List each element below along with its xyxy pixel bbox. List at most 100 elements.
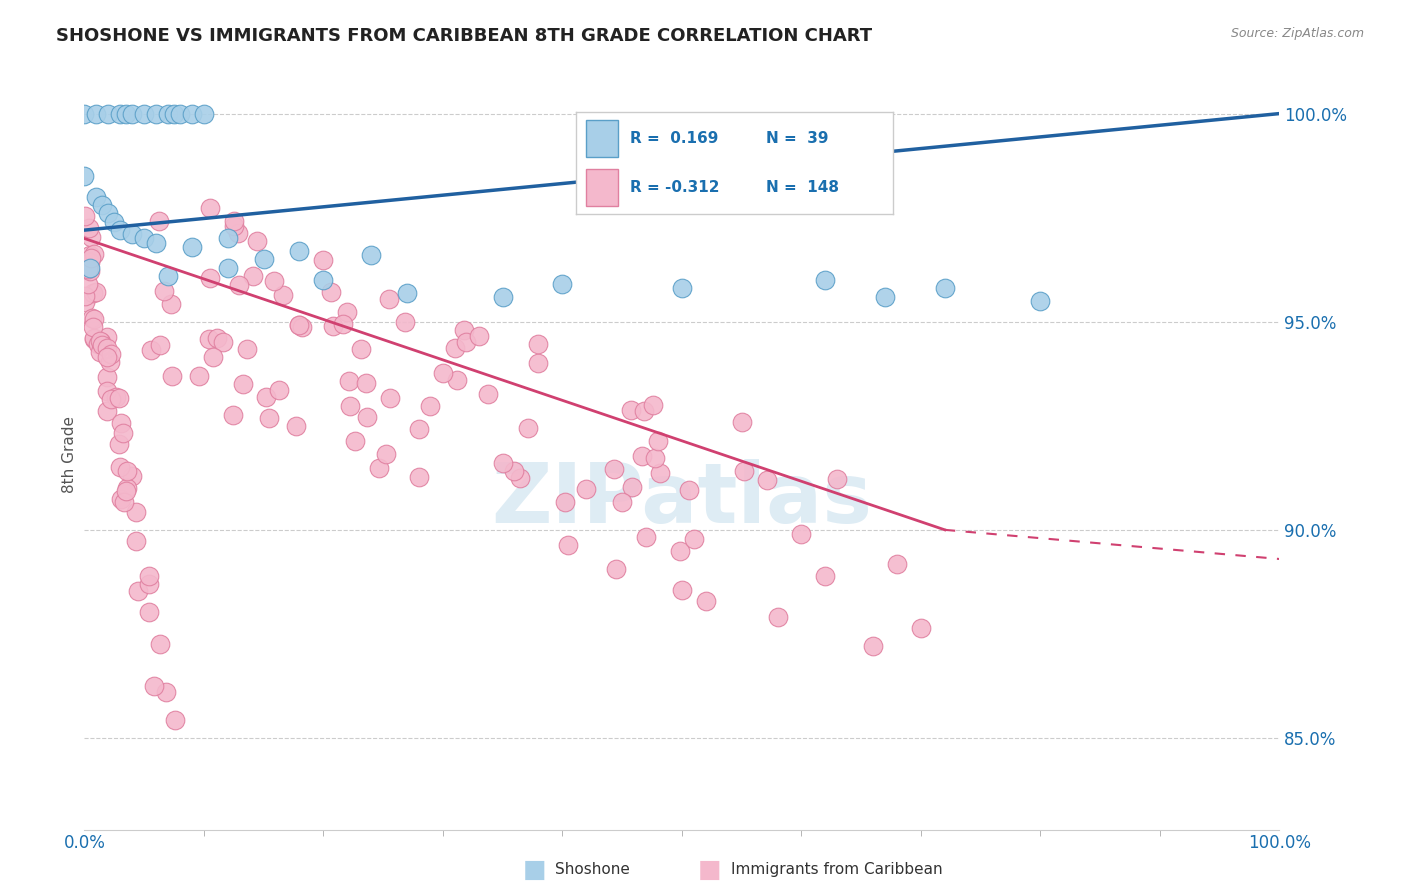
Point [98,354,121,368]
Text: Shoshone: Shoshone [555,863,630,877]
Point [76,261,98,276]
Point [339,399,361,413]
Point [226,226,249,240]
Point [517,421,540,435]
Point [75,210,97,224]
Point [181,106,204,120]
Point [169,106,191,120]
Point [647,434,669,448]
Point [157,268,180,283]
Point [875,290,897,304]
Point [527,336,550,351]
Point [96,369,118,384]
Point [337,374,360,388]
Point [1029,293,1052,308]
Text: ■: ■ [523,858,546,881]
Point [432,366,454,380]
Point [380,391,402,405]
Point [110,223,132,237]
Point [80,230,103,244]
Point [222,213,245,227]
Point [83,333,105,347]
Point [73,106,96,120]
Point [82,311,104,326]
Point [253,252,276,267]
Point [205,330,228,344]
Y-axis label: 8th Grade: 8th Grade [62,417,77,493]
Point [83,247,105,261]
Point [110,416,132,430]
Text: SHOSHONE VS IMMIGRANTS FROM CARIBBEAN 8TH GRADE CORRELATION CHART: SHOSHONE VS IMMIGRANTS FROM CARIBBEAN 8T… [56,27,872,45]
Point [149,338,172,352]
Bar [586,169,617,206]
Point [557,538,579,552]
Point [73,169,96,183]
Point [96,341,118,355]
Point [105,390,128,404]
Point [79,260,101,275]
Point [143,679,166,693]
Point [492,290,515,304]
Point [96,330,118,344]
Point [198,271,221,285]
Point [163,714,186,728]
Point [75,294,97,309]
Point [633,404,655,418]
Text: Immigrants from Caribbean: Immigrants from Caribbean [731,863,943,877]
Text: N =  39: N = 39 [766,130,828,145]
Point [87,337,110,351]
Point [121,227,143,242]
Point [181,240,204,254]
Point [112,425,135,440]
Point [375,447,398,461]
Point [132,231,156,245]
Text: R = -0.312: R = -0.312 [630,180,720,195]
Text: N =  148: N = 148 [766,180,839,195]
Point [145,235,167,250]
Point [84,285,107,300]
Point [284,419,307,434]
Point [886,558,908,572]
Point [91,198,114,212]
Point [97,206,120,220]
Point [125,534,148,549]
Point [271,287,294,301]
Point [644,450,666,465]
Point [77,220,100,235]
Point [222,408,245,422]
Point [246,234,269,248]
Point [110,106,132,120]
Point [671,583,693,598]
Point [96,404,118,418]
Text: Source: ZipAtlas.com: Source: ZipAtlas.com [1230,27,1364,40]
Point [163,106,186,120]
Point [160,369,183,384]
Point [288,318,311,333]
Point [100,392,122,406]
Point [90,334,112,349]
Point [157,106,180,120]
Point [477,387,499,401]
Point [148,214,170,228]
Point [446,373,468,387]
Point [631,449,654,463]
Point [350,342,373,356]
Point [138,576,160,591]
Point [509,471,531,485]
Point [332,318,354,332]
Point [554,495,576,509]
Point [408,422,430,436]
Point [319,285,342,299]
Point [254,390,277,404]
Point [86,190,108,204]
Point [263,274,285,288]
Point [76,277,98,291]
Point [89,334,111,348]
Point [641,398,664,412]
Bar [586,120,617,157]
Point [671,281,693,295]
Text: ZIPatlas: ZIPatlas [492,459,872,541]
Point [83,331,105,345]
Point [612,494,634,508]
Point [89,345,111,359]
